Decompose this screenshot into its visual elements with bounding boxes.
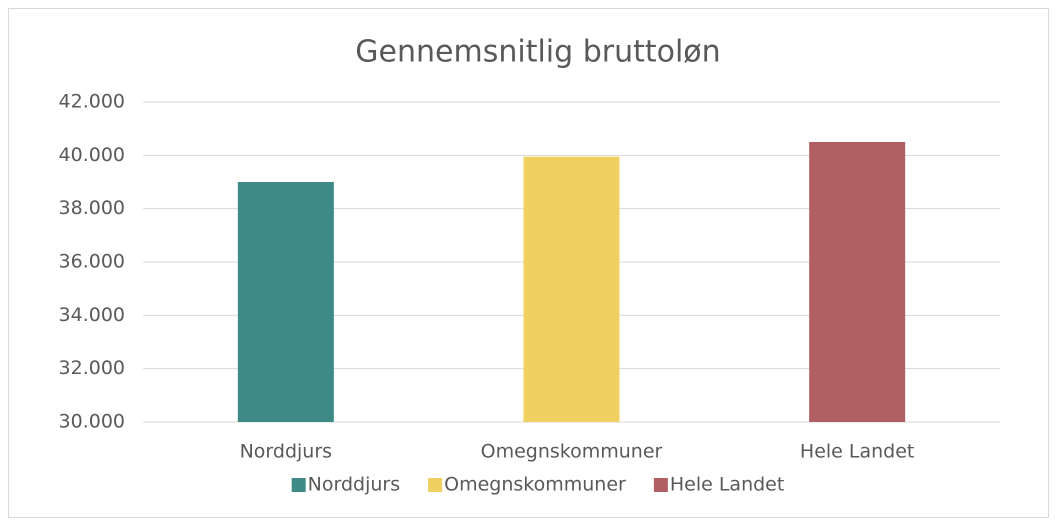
y-tick-label: 40.000 xyxy=(59,144,125,166)
bar xyxy=(809,142,906,422)
bar xyxy=(237,182,334,422)
y-tick-label: 42.000 xyxy=(59,91,125,113)
legend-swatch xyxy=(291,478,306,492)
y-tick-label: 34.000 xyxy=(59,304,125,326)
y-tick-label: 36.000 xyxy=(59,251,125,273)
y-tick-label: 32.000 xyxy=(59,357,125,379)
y-tick-label: 38.000 xyxy=(59,197,125,219)
legend-swatch xyxy=(653,478,668,492)
legend-label: Omegnskommuner xyxy=(444,474,626,496)
legend-label: Norddjurs xyxy=(308,474,400,496)
x-tick-label: Norddjurs xyxy=(240,441,332,463)
x-tick-label: Omegnskommuner xyxy=(481,441,663,463)
x-tick-label: Hele Landet xyxy=(800,441,914,463)
legend-label: Hele Landet xyxy=(670,474,784,496)
bar xyxy=(523,156,620,422)
y-tick-label: 30.000 xyxy=(59,411,125,433)
chart-title: Gennemsnitlig bruttoløn xyxy=(355,35,720,70)
legend-swatch xyxy=(428,478,443,492)
